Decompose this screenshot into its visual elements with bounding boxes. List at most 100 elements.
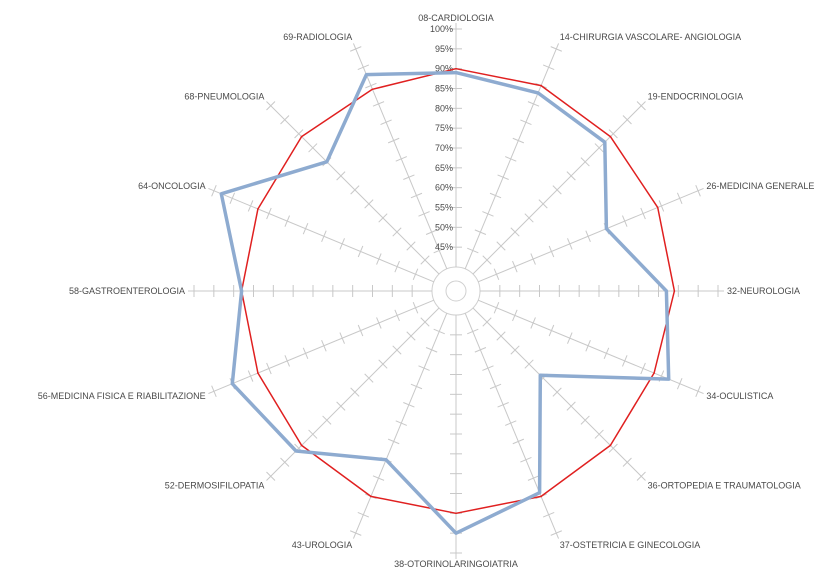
- spoke-tick: [378, 213, 388, 223]
- series-1-point: [656, 206, 659, 209]
- spoke-tick: [603, 347, 610, 360]
- spoke-tick: [308, 429, 318, 439]
- category-label: 26-MEDICINA GENERALE: [706, 181, 814, 191]
- spoke-tick: [372, 101, 385, 107]
- series-line-2: [219, 70, 671, 535]
- spoke-tick: [266, 362, 272, 375]
- spoke-tick: [566, 401, 576, 411]
- series-2-point: [665, 290, 668, 292]
- spoke-tick: [585, 339, 591, 352]
- spoke-tick: [512, 137, 525, 144]
- spoke-tick: [350, 185, 360, 195]
- inner-ring-1: [431, 266, 481, 316]
- series-1-point: [609, 444, 612, 447]
- spoke-tick: [247, 370, 254, 382]
- radial-tick-label: 65%: [435, 163, 453, 173]
- series-2-point: [537, 92, 539, 94]
- spoke-tick: [695, 185, 701, 197]
- series-2-point: [455, 71, 457, 74]
- spoke-tick: [350, 387, 360, 397]
- series-2-point: [667, 378, 670, 380]
- category-label: 58-GASTROENTEROLOGIA: [69, 286, 185, 296]
- category-label: 32-NEUROLOGIA: [727, 286, 800, 296]
- series-2-point: [605, 227, 608, 230]
- spoke-tick: [497, 402, 509, 408]
- spoke-tick: [474, 347, 487, 353]
- spoke-tick: [548, 245, 555, 258]
- spoke-tick: [580, 415, 590, 425]
- spoke-tick: [410, 192, 423, 199]
- spoke-tick: [510, 345, 520, 355]
- spoke-tick: [357, 64, 370, 71]
- radar-series: [219, 67, 676, 535]
- spoke-tick: [229, 192, 236, 205]
- spoke-tick: [512, 309, 518, 322]
- series-2-point: [538, 491, 541, 494]
- spoke-tick: [394, 260, 400, 273]
- category-label: 68-PNEUMOLOGIA: [184, 92, 264, 102]
- radar-grid: [188, 23, 724, 559]
- spoke-tick: [622, 457, 632, 467]
- spoke-tick: [280, 457, 290, 467]
- spoke-tick: [695, 385, 701, 397]
- spoke-tick: [321, 339, 327, 352]
- spoke-line: [352, 312, 448, 539]
- spoke-tick: [247, 200, 254, 212]
- spoke-tick: [520, 457, 532, 463]
- spoke-tick: [425, 229, 438, 235]
- spoke-tick: [284, 355, 290, 367]
- series-2-point: [539, 374, 542, 377]
- spoke-tick: [395, 420, 408, 426]
- category-label: 19-ENDOCRINOLOGIA: [648, 92, 744, 102]
- spoke-tick: [542, 511, 555, 518]
- spoke-tick: [550, 530, 562, 536]
- series-2-point: [295, 450, 297, 452]
- spoke-line: [477, 187, 704, 283]
- spoke-tick: [580, 157, 590, 167]
- series-1-point: [540, 84, 542, 87]
- category-label: 52-DERMOSIFILOPATIA: [165, 481, 265, 491]
- spoke-tick: [365, 82, 377, 89]
- radial-tick-label: 90%: [435, 64, 453, 74]
- spoke-tick: [482, 365, 494, 371]
- spoke-tick: [266, 471, 276, 481]
- spoke-tick: [622, 215, 628, 227]
- spoke-tick: [622, 115, 632, 125]
- series-1-point: [370, 495, 372, 498]
- spoke-tick: [493, 268, 500, 280]
- radial-tick-label: 75%: [435, 123, 453, 133]
- category-label: 08-CARDIOLOGIA: [418, 13, 494, 23]
- spoke-tick: [403, 402, 415, 408]
- spoke-tick: [418, 211, 430, 217]
- spoke-tick: [496, 331, 506, 341]
- spoke-line: [464, 312, 560, 539]
- spoke-tick: [524, 359, 534, 369]
- radial-tick-label: 60%: [435, 183, 453, 193]
- spoke-tick: [567, 332, 573, 344]
- spoke-tick: [467, 328, 479, 335]
- spoke-tick: [211, 185, 217, 197]
- spoke-tick: [403, 174, 415, 180]
- radial-tick-label: 70%: [435, 143, 453, 153]
- spoke-tick: [504, 420, 517, 426]
- spoke-tick: [357, 511, 370, 518]
- series-1-point: [455, 512, 457, 515]
- spoke-tick: [339, 332, 345, 344]
- spoke-line: [208, 187, 435, 283]
- radial-tick-label: 45%: [435, 242, 453, 252]
- category-label: 69-RADIOLOGIA: [283, 32, 352, 42]
- series-2-point: [604, 141, 606, 143]
- spoke-tick: [538, 199, 548, 209]
- spoke-tick: [676, 377, 683, 390]
- spoke-tick: [302, 347, 309, 360]
- spoke-tick: [395, 156, 408, 162]
- spoke-tick: [376, 253, 382, 265]
- spoke-tick: [552, 185, 562, 195]
- spoke-tick: [322, 415, 332, 425]
- series-1-point: [257, 372, 259, 374]
- spoke-tick: [489, 383, 502, 390]
- series-1-point: [371, 88, 374, 91]
- spoke-line: [464, 43, 560, 270]
- series-2-point: [240, 290, 243, 292]
- radial-tick-label: 55%: [435, 203, 453, 213]
